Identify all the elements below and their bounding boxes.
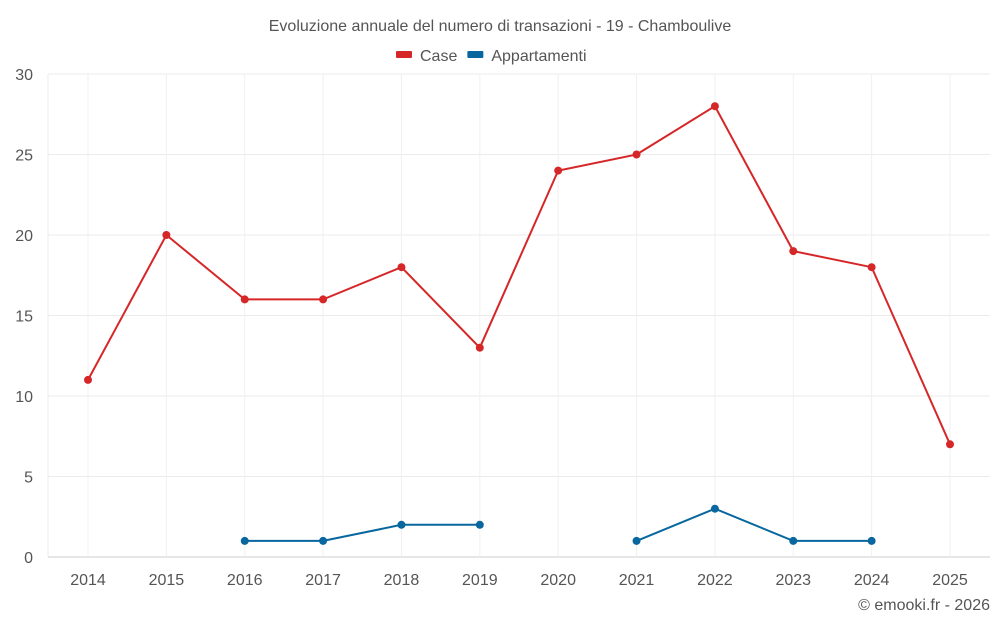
series-line-appartamenti bbox=[244, 523, 480, 542]
legend-label: Appartamenti bbox=[491, 48, 586, 65]
data-point-appartamenti bbox=[867, 536, 876, 545]
legend-swatch bbox=[467, 51, 484, 58]
y-tick-label: 10 bbox=[15, 389, 33, 406]
data-point-case bbox=[710, 102, 719, 111]
data-point-case bbox=[789, 247, 798, 256]
x-tick-label: 2014 bbox=[70, 572, 106, 589]
data-point-appartamenti bbox=[397, 520, 406, 529]
data-point-case bbox=[867, 263, 876, 272]
data-point-appartamenti bbox=[319, 536, 328, 545]
data-point-case bbox=[397, 263, 406, 272]
x-tick-label: 2015 bbox=[149, 572, 185, 589]
x-tick-label: 2023 bbox=[775, 572, 811, 589]
x-tick-label: 2020 bbox=[540, 572, 576, 589]
series bbox=[84, 102, 954, 545]
x-tick-label: 2016 bbox=[227, 572, 263, 589]
data-point-appartamenti bbox=[240, 536, 249, 545]
y-tick-label: 25 bbox=[15, 148, 33, 165]
grid bbox=[48, 73, 990, 558]
data-point-case bbox=[946, 440, 954, 449]
legend: Case Appartamenti bbox=[396, 48, 587, 65]
legend-label: Case bbox=[420, 48, 457, 65]
data-point-appartamenti bbox=[789, 536, 798, 545]
x-tick-label: 2022 bbox=[697, 572, 733, 589]
y-tick-label: 20 bbox=[15, 228, 33, 245]
data-point-case bbox=[162, 231, 171, 239]
x-tick-label: 2017 bbox=[305, 572, 341, 589]
data-point-case bbox=[475, 343, 484, 352]
x-tick-label: 2021 bbox=[619, 572, 655, 589]
y-tick-label: 0 bbox=[24, 550, 33, 567]
copyright-footer: © emooki.fr - 2026 bbox=[858, 597, 990, 614]
y-tick-label: 30 bbox=[15, 67, 33, 84]
data-point-case bbox=[240, 295, 249, 304]
data-point-case bbox=[632, 150, 641, 159]
chart-title: Evoluzione annuale del numero di transaz… bbox=[269, 18, 732, 35]
x-tick-label: 2025 bbox=[932, 572, 968, 589]
data-point-case bbox=[84, 375, 92, 384]
data-point-appartamenti bbox=[710, 504, 719, 513]
legend-swatch bbox=[396, 51, 412, 58]
x-tick-label: 2018 bbox=[384, 572, 420, 589]
series-line-appartamenti bbox=[636, 507, 872, 542]
y-tick-label: 5 bbox=[24, 470, 33, 487]
data-point-case bbox=[554, 166, 563, 175]
x-tick-label: 2024 bbox=[854, 572, 890, 589]
y-tick-label: 15 bbox=[15, 309, 33, 326]
x-tick-label: 2019 bbox=[462, 572, 498, 589]
data-point-appartamenti bbox=[475, 520, 484, 529]
data-point-case bbox=[319, 295, 328, 304]
series-line-case bbox=[87, 104, 951, 445]
data-point-appartamenti bbox=[632, 536, 641, 545]
